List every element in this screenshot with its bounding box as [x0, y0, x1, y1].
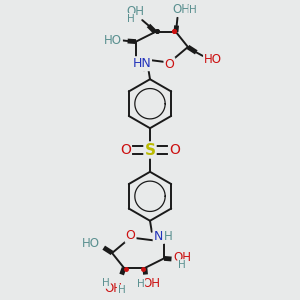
- Text: OH: OH: [104, 282, 122, 296]
- Text: O: O: [120, 143, 131, 157]
- Text: H: H: [102, 278, 110, 288]
- Text: OH: OH: [173, 251, 191, 264]
- Text: H: H: [164, 230, 172, 243]
- Text: H: H: [178, 260, 186, 270]
- Text: S: S: [145, 142, 155, 158]
- Text: H: H: [136, 279, 144, 290]
- Text: H: H: [118, 285, 125, 295]
- Text: N: N: [154, 230, 163, 243]
- Text: H: H: [127, 14, 135, 24]
- Text: O: O: [164, 58, 174, 71]
- Text: OH: OH: [142, 277, 160, 290]
- Text: O: O: [169, 143, 180, 157]
- Text: OH: OH: [172, 3, 190, 16]
- Text: HO: HO: [204, 53, 222, 66]
- Text: HO: HO: [104, 34, 122, 46]
- Text: OH: OH: [126, 5, 144, 18]
- Text: H: H: [189, 5, 197, 15]
- Text: HO: HO: [82, 237, 100, 250]
- Text: O: O: [126, 229, 136, 242]
- Text: HN: HN: [132, 57, 151, 70]
